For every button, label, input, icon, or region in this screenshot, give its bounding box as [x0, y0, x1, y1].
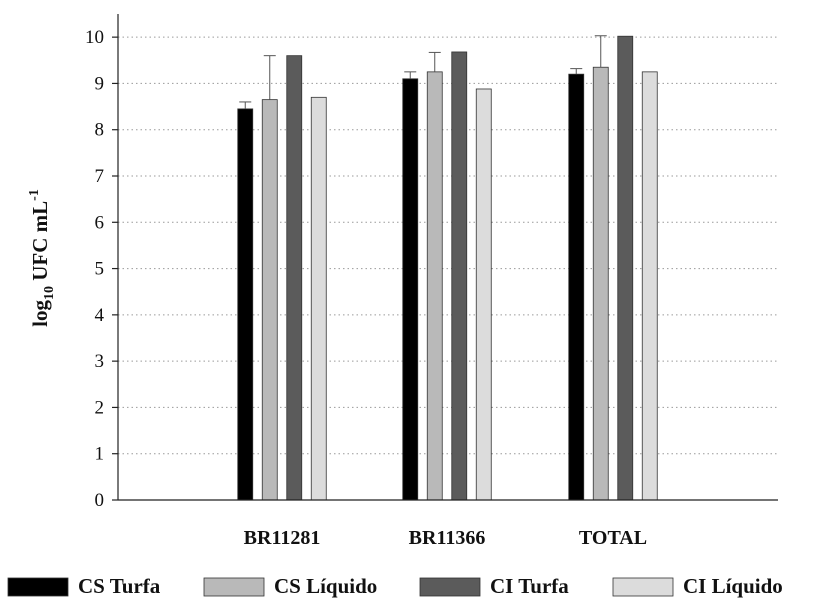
bar [310, 96, 327, 501]
y-tick-label: 9 [95, 73, 105, 94]
y-axis-label: log10 UFC mL-1 [27, 189, 57, 327]
bar [592, 66, 609, 501]
legend-swatch [7, 577, 69, 597]
legend-swatch [612, 577, 674, 597]
y-tick-label: 3 [95, 351, 105, 372]
x-tick-label: BR11366 [409, 527, 486, 549]
legend-label: CI Líquido [683, 574, 783, 598]
x-tick-label: TOTAL [579, 527, 647, 549]
y-tick-label: 8 [95, 120, 105, 141]
y-tick-label: 2 [95, 397, 105, 418]
y-tick-label: 4 [95, 305, 105, 326]
legend-swatch [419, 577, 481, 597]
x-tick-label: BR11281 [244, 527, 321, 549]
bar [617, 35, 634, 501]
gridlines [118, 36, 778, 455]
y-tick-label: 10 [85, 27, 104, 48]
bar [641, 71, 658, 501]
bar [237, 108, 254, 501]
y-tick-label: 6 [95, 212, 105, 233]
y-tick-label: 7 [95, 166, 105, 187]
bar [426, 71, 443, 501]
y-axis-label-subscript: 10 [42, 286, 57, 300]
y-axis-label-prefix: log [28, 300, 52, 327]
bars [237, 35, 658, 501]
y-axis: 0 1 2 3 4 5 6 7 8 9 10 [85, 14, 119, 511]
y-tick-label: 0 [95, 490, 105, 511]
bar [451, 51, 468, 501]
legend-label: CS Turfa [78, 574, 161, 598]
legend-label: CI Turfa [490, 574, 569, 598]
y-axis-label-superscript: -1 [27, 189, 42, 201]
y-tick-label: 1 [95, 444, 105, 465]
legend-swatch [203, 577, 265, 597]
y-axis-label-main: UFC mL [28, 201, 52, 286]
bar [568, 73, 585, 501]
bar [286, 55, 303, 501]
legend-label: CS Líquido [274, 574, 377, 598]
x-axis: BR11281 BR11366 TOTAL [118, 499, 778, 549]
legend: CS Turfa CS Líquido CI Turfa CI Líquido [7, 574, 783, 598]
y-tick-label: 5 [95, 259, 105, 280]
bar [475, 88, 492, 501]
bar [261, 99, 278, 501]
bar [402, 78, 419, 501]
